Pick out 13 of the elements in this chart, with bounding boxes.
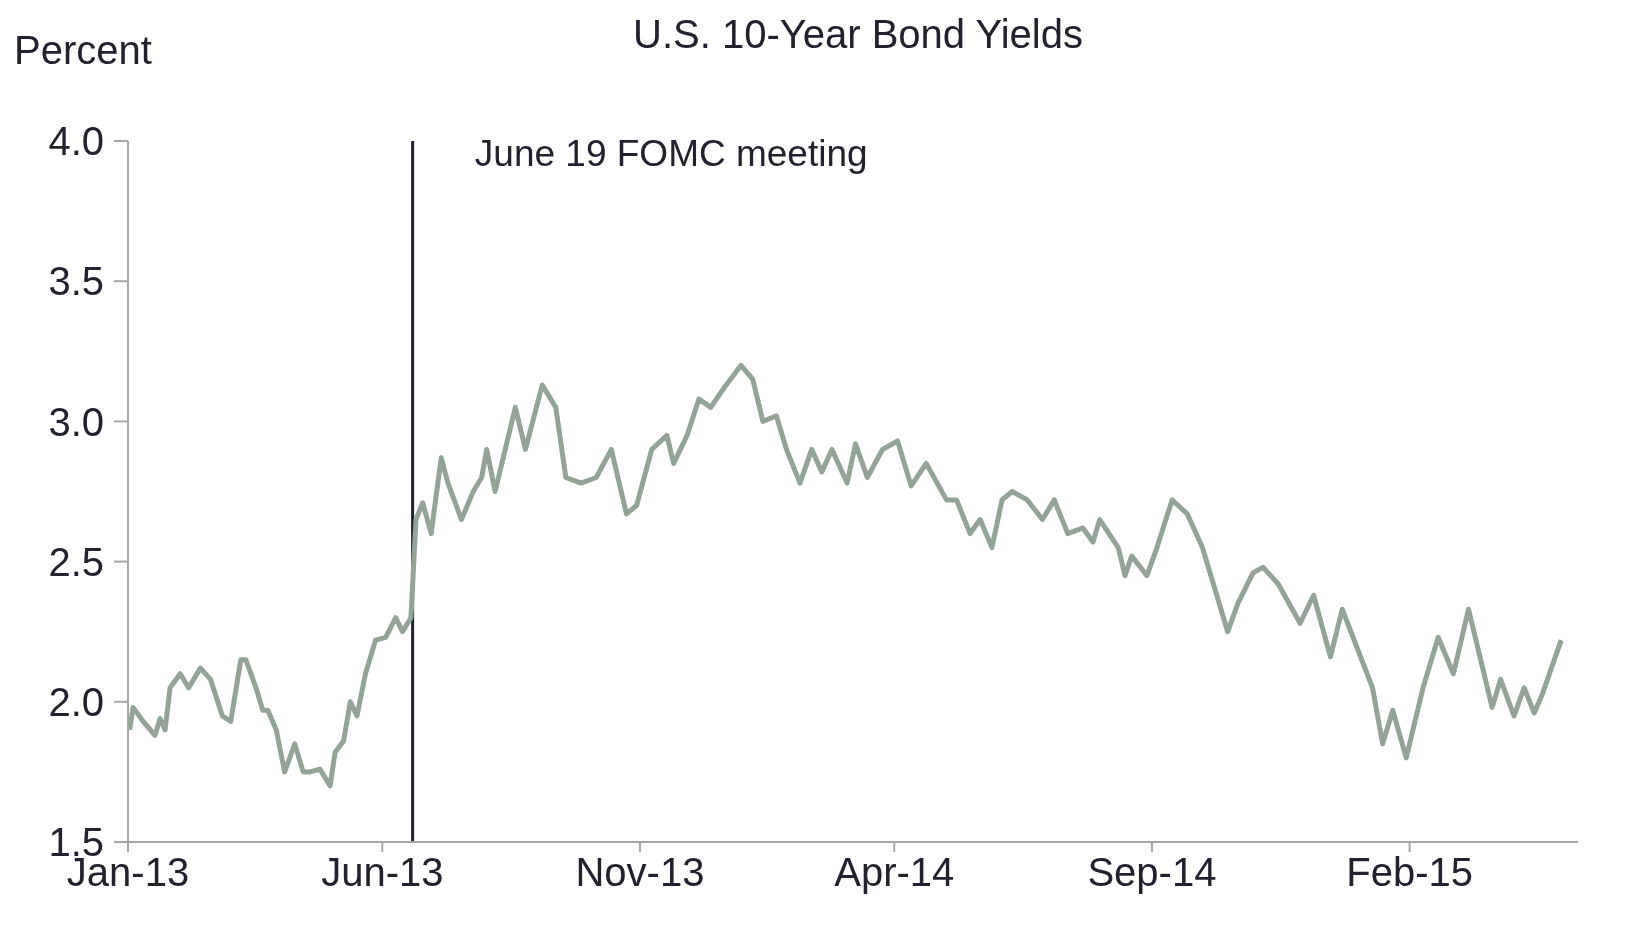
x-tick-label: Sep-14 <box>1087 850 1217 895</box>
y-axis-title: Percent <box>14 28 152 73</box>
y-tick-label: 3.0 <box>48 399 104 444</box>
ref-line-label: June 19 FOMC meeting <box>474 133 868 175</box>
y-tick-label: 3.5 <box>48 259 104 304</box>
x-tick-label: Jun-13 <box>321 850 444 895</box>
y-tick-label: 2.5 <box>48 539 104 584</box>
chart-title: U.S. 10-Year Bond Yields <box>632 12 1084 57</box>
x-tick-label: Feb-15 <box>1346 850 1473 895</box>
x-tick-label: Apr-14 <box>834 850 955 895</box>
y-tick-label: 2.0 <box>48 680 104 724</box>
x-tick-label: Nov-13 <box>575 850 705 895</box>
y-tick-label: 4.0 <box>48 119 104 164</box>
